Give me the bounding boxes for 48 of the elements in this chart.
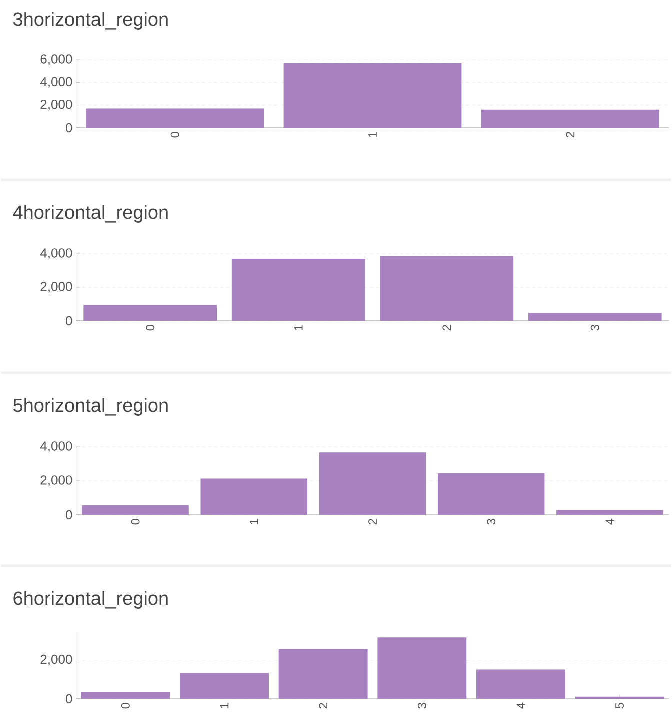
x-tick-label: 0 (170, 132, 180, 138)
x-tick-label: 2 (442, 325, 451, 331)
x-tick-label: 2 (368, 519, 377, 525)
bar (278, 649, 368, 700)
bar (575, 696, 664, 700)
bar (284, 63, 462, 128)
y-tick-label: 2,000 (40, 654, 72, 666)
y-tick-label: 2,000 (40, 100, 72, 111)
x-tick-label: 2 (318, 703, 328, 709)
bar (319, 452, 426, 516)
x-tick-label: 1 (220, 703, 228, 708)
chart-title: 6horizontal_region (14, 591, 168, 609)
bar (438, 474, 544, 516)
bar (82, 505, 189, 516)
x-tick-label: 0 (146, 325, 154, 331)
bar (80, 692, 170, 700)
y-tick-label: 6,000 (40, 54, 72, 66)
x-tick-label: 1 (294, 325, 303, 330)
bar (476, 670, 566, 700)
bar (86, 108, 264, 128)
x-tick-label: 0 (131, 519, 140, 525)
bar (528, 313, 662, 322)
bar (556, 510, 664, 516)
chart-title: 3horizontal_region (13, 12, 168, 30)
y-tick-label: 2,000 (40, 282, 72, 293)
x-tick-label: 0 (121, 703, 130, 709)
x-tick-label: 4 (606, 518, 614, 525)
bar (180, 673, 269, 700)
x-tick-label: 3 (590, 325, 600, 331)
x-tick-label: 4 (516, 702, 525, 709)
bar (83, 305, 217, 322)
x-tick-label: 1 (368, 132, 377, 138)
bar (200, 478, 308, 516)
x-tick-label: 5 (615, 703, 624, 709)
chart-title: 4horizontal_region (12, 205, 168, 223)
x-tick-label: 1 (250, 519, 258, 524)
bar (232, 259, 366, 322)
y-tick-label: 4,000 (40, 248, 72, 260)
x-tick-label: 3 (418, 703, 426, 709)
bar (481, 110, 660, 128)
y-tick-label: 4,000 (40, 442, 72, 452)
y-tick-label: 2,000 (40, 476, 72, 486)
bar (377, 638, 466, 700)
bar (380, 256, 514, 322)
x-tick-label: 3 (486, 519, 496, 525)
x-tick-label: 2 (566, 132, 574, 138)
chart-title: 5horizontal_region (13, 398, 168, 416)
y-tick-label: 4,000 (40, 77, 72, 88)
